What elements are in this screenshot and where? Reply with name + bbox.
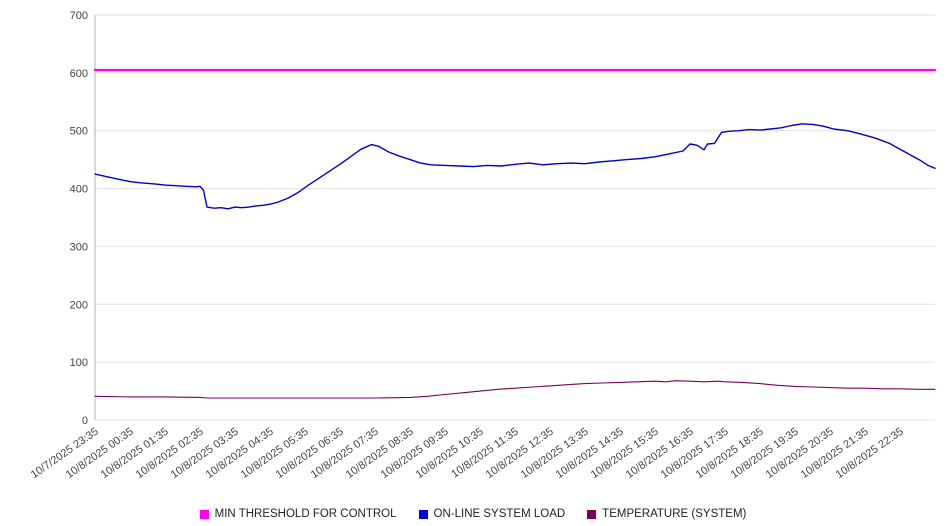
legend-swatch-icon (418, 509, 428, 519)
svg-text:400: 400 (70, 184, 88, 196)
legend-label: ON-LINE SYSTEM LOAD (433, 508, 566, 520)
legend-label: MIN THRESHOLD FOR CONTROL (214, 508, 397, 520)
svg-text:0: 0 (82, 415, 88, 427)
chart-legend: MIN THRESHOLD FOR CONTROL ON-LINE SYSTEM … (0, 508, 946, 520)
legend-item: MIN THRESHOLD FOR CONTROL (199, 508, 397, 520)
series-line-1 (94, 123, 936, 210)
svg-text:500: 500 (70, 126, 88, 138)
svg-text:200: 200 (70, 299, 88, 311)
y-grid-and-ticks: 0 100 200 300 400 500 600 700 (70, 10, 935, 427)
svg-text:600: 600 (70, 68, 88, 80)
svg-text:700: 700 (70, 10, 88, 22)
svg-text:100: 100 (70, 357, 88, 369)
legend-swatch-icon (199, 509, 209, 519)
series-line-2 (94, 380, 936, 399)
svg-text:300: 300 (70, 241, 88, 253)
legend-item: TEMPERATURE (SYSTEM) (587, 508, 746, 520)
legend-swatch-icon (587, 509, 597, 519)
legend-label: TEMPERATURE (SYSTEM) (602, 508, 747, 520)
legend-item: ON-LINE SYSTEM LOAD (418, 508, 566, 520)
